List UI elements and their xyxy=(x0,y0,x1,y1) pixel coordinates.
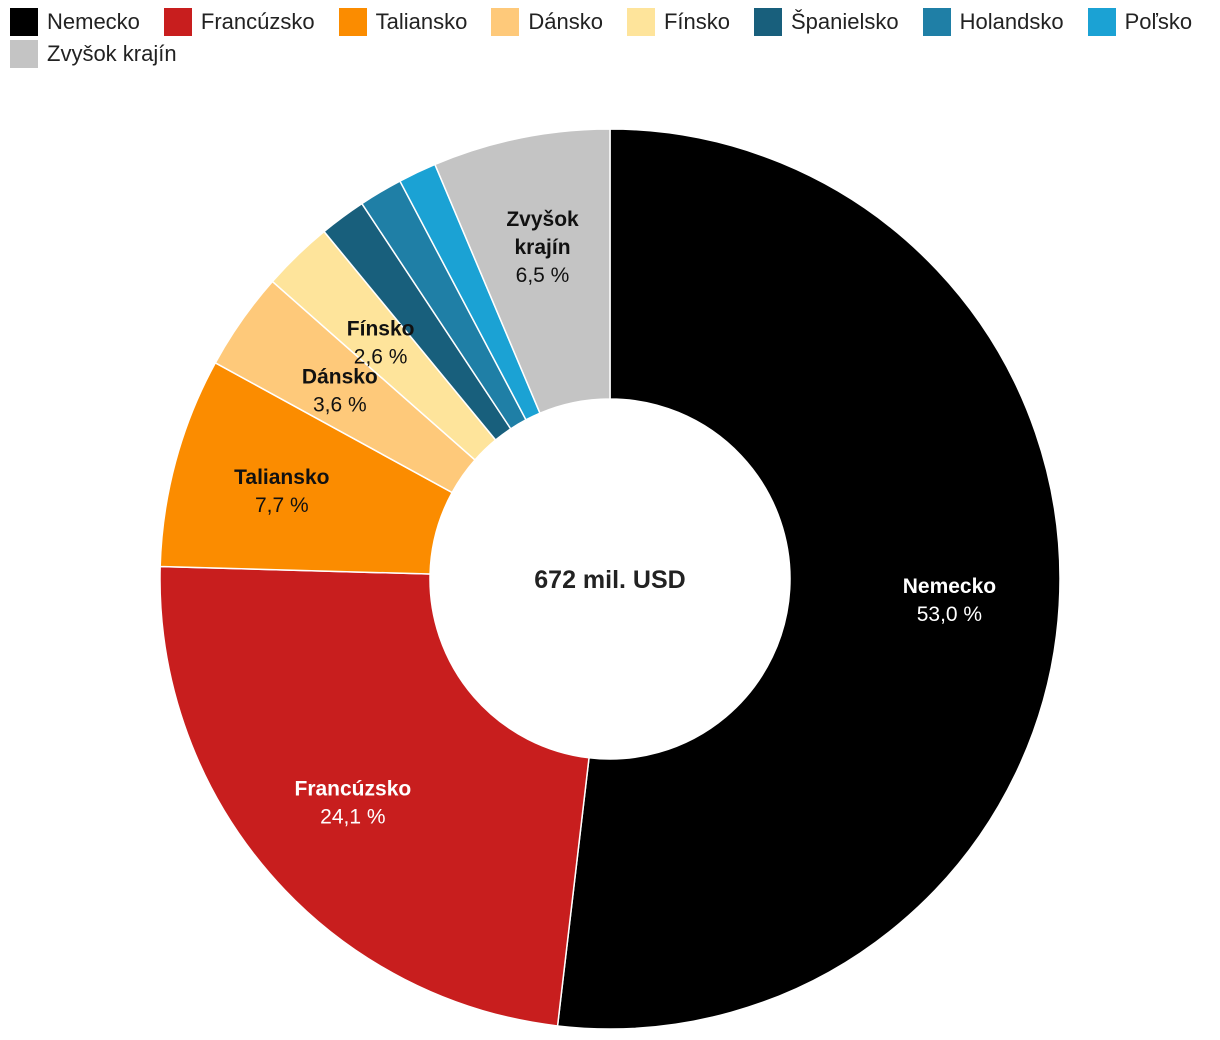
slice-label-nemecko: Nemecko 53,0 % xyxy=(903,575,996,626)
legend-swatch xyxy=(10,40,38,68)
slice-label-name: Zvyšok xyxy=(506,208,579,231)
legend-swatch xyxy=(753,8,782,36)
legend-label: Zvyšok krajín xyxy=(47,41,177,66)
slice-label-value: 2,6 % xyxy=(354,346,408,369)
legend-item-spanielsko: Španielsko xyxy=(753,8,899,36)
slice-label-value: 53,0 % xyxy=(917,603,982,626)
slice-nemecko xyxy=(556,128,1061,1030)
legend-label: Poľsko xyxy=(1124,9,1193,34)
legend-label: Taliansko xyxy=(375,9,468,34)
slice-label-value: 3,6 % xyxy=(313,393,367,416)
legend-item-polsko: Poľsko xyxy=(1087,8,1193,36)
slice-francuzsko xyxy=(159,565,590,1027)
legend: Nemecko Francúzsko Taliansko Dánsko Fínsko Šp… xyxy=(10,8,1210,68)
legend-item-finsko: Fínsko xyxy=(626,8,730,36)
slice-label-name: Nemecko xyxy=(903,575,996,598)
legend-swatch xyxy=(626,8,655,36)
legend-label: Španielsko xyxy=(790,9,899,34)
slice-label-name: Fínsko xyxy=(347,318,415,341)
slice-label-name: Taliansko xyxy=(234,466,329,489)
slice-zvysok-krajin xyxy=(433,128,611,415)
legend-label: Nemecko xyxy=(47,9,140,34)
slice-label-name: krajín xyxy=(515,236,571,259)
legend-swatch xyxy=(1087,8,1116,36)
slice-label-name: Francúzsko xyxy=(295,777,412,800)
slices xyxy=(159,128,1061,1030)
legend-item-taliansko: Taliansko xyxy=(338,8,468,36)
slice-label-value: 7,7 % xyxy=(255,494,309,517)
legend-item-francuzsko: Francúzsko xyxy=(163,8,315,36)
legend-item-holandsko: Holandsko xyxy=(922,8,1064,36)
legend-swatch xyxy=(922,8,951,36)
slice-label-finsko: Fínsko 2,6 % xyxy=(347,318,415,369)
slice-label-value: 24,1 % xyxy=(320,805,385,828)
legend-label: Holandsko xyxy=(959,9,1064,34)
legend-label: Dánsko xyxy=(528,9,603,34)
legend-swatch xyxy=(163,8,192,36)
slice-label-zvysok-krajin: Zvyšok krajín 6,5 % xyxy=(506,208,579,287)
slice-label-value: 6,5 % xyxy=(516,264,570,287)
legend-swatch xyxy=(491,8,520,36)
legend-swatch xyxy=(10,8,38,36)
legend-item-dansko: Dánsko xyxy=(491,8,603,36)
slice-label-dansko: Dánsko 3,6 % xyxy=(302,365,378,416)
legend-item-nemecko: Nemecko xyxy=(10,8,140,36)
slice-label-francuzsko: Francúzsko 24,1 % xyxy=(295,777,412,828)
legend-item-zvysok-krajin: Zvyšok krajín xyxy=(10,40,177,68)
center-total-label: 672 mil. USD xyxy=(534,566,685,594)
legend-label: Francúzsko xyxy=(200,9,315,34)
legend-swatch xyxy=(338,8,367,36)
slice-taliansko xyxy=(159,361,454,575)
legend-label: Fínsko xyxy=(663,9,730,34)
slice-label-name: Dánsko xyxy=(302,365,378,388)
slice-label-taliansko: Taliansko 7,7 % xyxy=(234,466,329,517)
slice-labels: Nemecko 53,0 % Francúzsko 24,1 % Taliansko 7,… xyxy=(234,208,996,829)
